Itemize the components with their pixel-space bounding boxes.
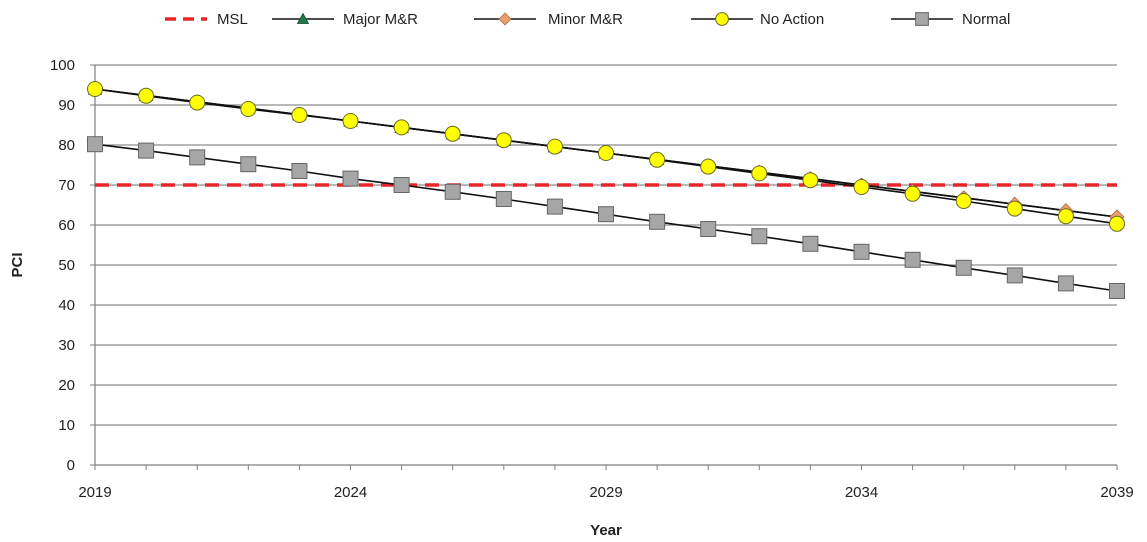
data-point-normal — [700, 221, 717, 237]
y-tick-label: 80 — [58, 137, 75, 154]
legend-item-no-action: No Action — [691, 11, 824, 28]
data-point-no-action — [240, 101, 257, 117]
axes — [90, 64, 1118, 470]
data-point-no-action — [393, 119, 410, 136]
y-tick-label: 10 — [58, 417, 75, 434]
y-tick-label: 0 — [67, 457, 75, 474]
data-point-no-action — [802, 172, 819, 189]
data-point-normal — [393, 177, 410, 193]
data-point-no-action — [546, 138, 563, 155]
data-point-normal — [342, 170, 359, 187]
series-normal — [87, 136, 1125, 299]
data-point-normal — [240, 156, 257, 173]
data-point-normal — [853, 243, 870, 260]
data-point-no-action — [444, 125, 461, 142]
y-tick-label: 30 — [58, 337, 75, 354]
legend-item-msl: MSL — [165, 11, 248, 28]
legend-marker — [296, 12, 310, 24]
data-point-normal — [1006, 267, 1023, 284]
data-point-normal — [598, 206, 614, 223]
data-point-no-action — [649, 151, 666, 168]
legend-item-normal: Normal — [891, 11, 1010, 28]
x-tick-label: 2034 — [845, 484, 878, 501]
legend-item-minor-m-r: Minor M&R — [474, 11, 623, 28]
data-point-normal — [904, 251, 921, 268]
legend-label: Normal — [962, 11, 1010, 28]
data-point-normal — [291, 163, 308, 179]
y-tick-label: 40 — [58, 297, 75, 314]
y-tick-label: 70 — [58, 177, 75, 194]
data-point-normal — [495, 191, 512, 207]
legend-marker — [715, 12, 729, 26]
data-point-no-action — [291, 107, 308, 123]
data-point-normal — [751, 228, 768, 245]
data-point-no-action — [1057, 208, 1074, 225]
data-point-normal — [546, 198, 563, 215]
y-tick-label: 20 — [58, 377, 75, 394]
y-axis-title: PCI — [9, 252, 26, 277]
data-point-no-action — [189, 94, 206, 111]
legend-marker — [915, 12, 929, 26]
data-point-no-action — [853, 179, 870, 195]
x-tick-label: 2039 — [1100, 484, 1133, 501]
data-point-normal — [87, 136, 103, 153]
gridlines — [95, 64, 1117, 426]
data-point-normal — [649, 213, 666, 230]
legend-label: Major M&R — [343, 11, 418, 28]
x-tick-label: 2024 — [334, 484, 367, 501]
data-point-no-action — [955, 193, 972, 209]
data-point-normal — [955, 259, 972, 276]
y-tick-label: 60 — [58, 217, 75, 234]
y-tick-label: 50 — [58, 257, 75, 274]
legend-marker — [498, 12, 512, 26]
data-point-no-action — [1006, 200, 1023, 217]
data-point-normal — [138, 142, 155, 159]
x-tick-label: 2019 — [78, 484, 111, 501]
data-point-no-action — [87, 81, 103, 97]
data-point-normal — [802, 235, 819, 252]
data-point-normal — [444, 183, 461, 200]
data-point-no-action — [1109, 215, 1125, 232]
series-no-action — [87, 81, 1125, 232]
legend-item-major-m-r: Major M&R — [272, 11, 418, 28]
x-axis-title: Year — [590, 522, 622, 539]
data-point-no-action — [495, 132, 512, 149]
legend-label: No Action — [760, 11, 824, 28]
data-point-no-action — [138, 87, 155, 104]
legend: MSL Major M&R Minor M&R No Action Normal — [165, 11, 1010, 28]
data-point-no-action — [700, 158, 717, 175]
data-point-no-action — [751, 165, 768, 182]
data-point-normal — [1109, 283, 1125, 299]
data-point-normal — [1057, 275, 1074, 292]
data-point-no-action — [904, 185, 921, 202]
x-tick-label: 2029 — [589, 484, 622, 501]
y-tick-label: 90 — [58, 97, 75, 114]
data-point-no-action — [598, 145, 614, 161]
y-tick-label: 100 — [50, 57, 75, 74]
legend-label: Minor M&R — [548, 11, 623, 28]
legend-label: MSL — [217, 11, 248, 28]
data-point-no-action — [342, 113, 359, 129]
data-point-normal — [189, 149, 206, 166]
series-group — [87, 81, 1125, 299]
tick-labels: 0 10 20 30 40 50 60 70 80 90 100 2019 2024 2029 2034 20… — [50, 57, 1134, 501]
